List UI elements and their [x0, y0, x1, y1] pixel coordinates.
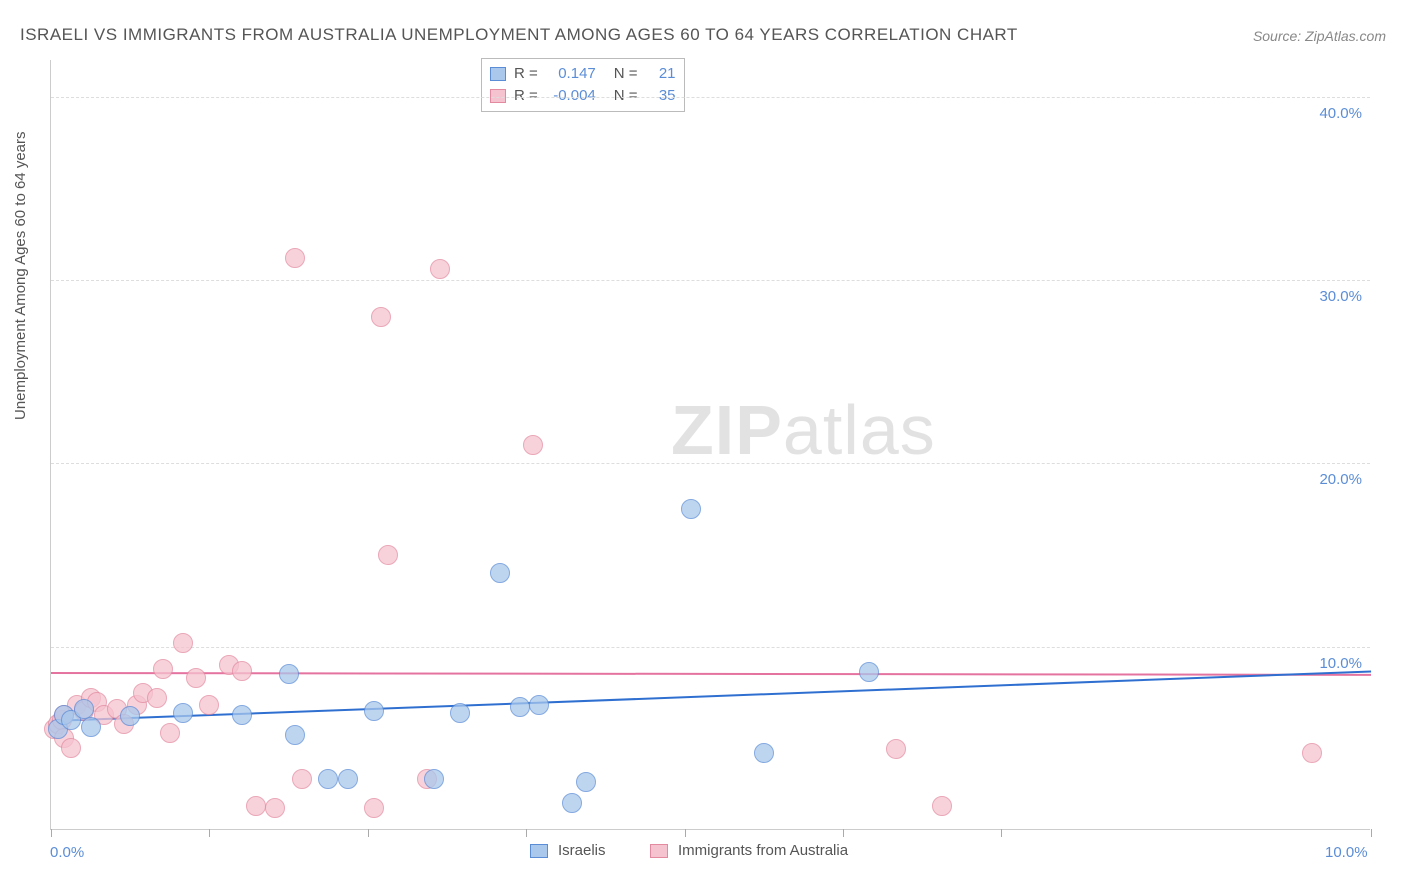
data-point: [173, 703, 193, 723]
data-point: [529, 695, 549, 715]
stats-legend: R = 0.147 N = 21 R = -0.004 N = 35: [481, 58, 685, 112]
watermark-prefix: ZIP: [671, 391, 783, 469]
data-point: [285, 725, 305, 745]
data-point: [754, 743, 774, 763]
x-tick-mark: [51, 829, 52, 837]
data-point: [378, 545, 398, 565]
gridline: [51, 280, 1370, 281]
data-point: [61, 738, 81, 758]
data-point: [371, 307, 391, 327]
x-tick-mark: [1371, 829, 1372, 837]
chart-source: Source: ZipAtlas.com: [1253, 28, 1386, 44]
data-point: [932, 796, 952, 816]
data-point: [147, 688, 167, 708]
swatch-series1-bottom: [530, 844, 548, 858]
data-point: [430, 259, 450, 279]
data-point: [364, 701, 384, 721]
x-tick-mark: [368, 829, 369, 837]
chart-title: ISRAELI VS IMMIGRANTS FROM AUSTRALIA UNE…: [20, 25, 1018, 45]
data-point: [886, 739, 906, 759]
y-axis-label: Unemployment Among Ages 60 to 64 years: [12, 131, 29, 420]
bottom-legend-series1: Israelis: [530, 842, 606, 859]
x-tick-label: 10.0%: [1325, 844, 1368, 861]
x-tick-mark: [685, 829, 686, 837]
data-point: [246, 796, 266, 816]
data-point: [199, 695, 219, 715]
y-tick-label: 30.0%: [1319, 288, 1362, 305]
watermark: ZIPatlas: [671, 390, 936, 470]
gridline: [51, 97, 1370, 98]
data-point: [285, 248, 305, 268]
correlation-chart: ISRAELI VS IMMIGRANTS FROM AUSTRALIA UNE…: [0, 0, 1406, 892]
data-point: [81, 717, 101, 737]
x-tick-mark: [1001, 829, 1002, 837]
data-point: [160, 723, 180, 743]
data-point: [265, 798, 285, 818]
r-value-series1: 0.147: [546, 63, 596, 85]
data-point: [576, 772, 596, 792]
data-point: [523, 435, 543, 455]
data-point: [173, 633, 193, 653]
data-point: [490, 563, 510, 583]
legend-label-series2: Immigrants from Australia: [678, 842, 848, 859]
data-point: [232, 705, 252, 725]
data-point: [153, 659, 173, 679]
data-point: [364, 798, 384, 818]
data-point: [562, 793, 582, 813]
x-tick-mark: [526, 829, 527, 837]
data-point: [120, 706, 140, 726]
gridline: [51, 647, 1370, 648]
y-tick-label: 40.0%: [1319, 105, 1362, 122]
data-point: [292, 769, 312, 789]
data-point: [510, 697, 530, 717]
data-point: [450, 703, 470, 723]
data-point: [232, 661, 252, 681]
n-label: N =: [614, 63, 638, 85]
data-point: [1302, 743, 1322, 763]
n-value-series1: 21: [646, 63, 676, 85]
data-point: [279, 664, 299, 684]
stats-row-series1: R = 0.147 N = 21: [490, 63, 676, 85]
legend-label-series1: Israelis: [558, 842, 606, 859]
y-tick-label: 20.0%: [1319, 471, 1362, 488]
data-point: [318, 769, 338, 789]
r-label: R =: [514, 63, 538, 85]
data-point: [681, 499, 701, 519]
data-point: [424, 769, 444, 789]
plot-area: ZIPatlas R = 0.147 N = 21 R = -0.004 N =…: [50, 60, 1370, 830]
x-tick-mark: [209, 829, 210, 837]
bottom-legend-series2: Immigrants from Australia: [650, 842, 848, 859]
x-tick-label: 0.0%: [50, 844, 84, 861]
watermark-suffix: atlas: [783, 391, 936, 469]
data-point: [74, 699, 94, 719]
data-point: [338, 769, 358, 789]
data-point: [859, 662, 879, 682]
x-tick-mark: [843, 829, 844, 837]
gridline: [51, 463, 1370, 464]
y-tick-label: 10.0%: [1319, 655, 1362, 672]
swatch-series2-bottom: [650, 844, 668, 858]
data-point: [186, 668, 206, 688]
swatch-series1: [490, 67, 506, 81]
